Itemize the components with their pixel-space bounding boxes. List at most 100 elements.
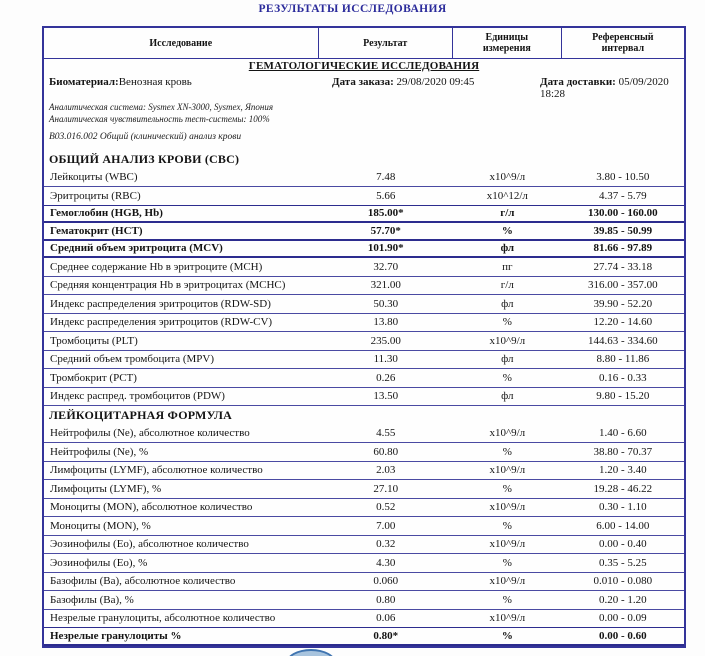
test-code-line: В03.016.002 Общий (клинический) анализ к… — [49, 132, 242, 142]
units-cell: % — [502, 482, 512, 495]
units-cell: x10^9/л — [489, 464, 526, 477]
table-row: Базофилы (Ba), абсолютное количество 0.06… — [44, 573, 684, 591]
result-cell: 11.30 — [373, 353, 398, 366]
test-name-cell: Тромбоциты (PLT) — [50, 334, 138, 347]
table-row: Незрелые гранулоциты, абсолютное количес… — [44, 610, 684, 628]
ref-interval-cell: 1.40 - 6.60 — [599, 427, 647, 440]
table-row: Индекс распределения эритроцитов (RDW-CV… — [44, 314, 684, 332]
units-cell: x10^9/л — [489, 334, 526, 347]
result-cell: 27.10 — [373, 482, 399, 495]
test-name-cell: Базофилы (Ba), % — [50, 593, 134, 606]
ref-interval-cell: 0.00 - 0.09 — [599, 612, 647, 625]
ref-interval-cell: 81.66 - 97.89 — [593, 242, 653, 255]
ref-interval-cell: 19.28 - 46.22 — [593, 482, 653, 495]
ref-interval-cell: 0.20 - 1.20 — [599, 593, 647, 606]
table-row: Незрелые гранулоциты % 0.80*% 0.00 - 0.60 — [44, 627, 684, 646]
test-name-cell: Среднее содержание Hb в эритроците (MCH) — [50, 260, 263, 273]
result-cell: 0.26 — [376, 371, 396, 384]
table-row: Лимфоциты (LYMF), % 27.10% 19.28 - 46.22 — [44, 480, 684, 499]
units-cell: x10^9/л — [489, 538, 526, 551]
table-row: Индекс распределения эритроцитов (RDW-SD… — [44, 295, 684, 314]
test-name-cell: Лейкоциты (WBC) — [50, 171, 138, 184]
ref-interval-cell: 144.63 - 334.60 — [588, 334, 658, 347]
test-name-cell: Лимфоциты (LYMF), % — [50, 482, 162, 495]
test-name-cell: Индекс распределения эритроцитов (RDW-CV… — [50, 316, 273, 329]
units-cell: % — [502, 519, 512, 532]
table-row: Средняя концентрация Hb в эритроцитах (M… — [44, 277, 684, 295]
table-row: Эозинофилы (Eo), абсолютное количество 0.… — [44, 536, 684, 554]
result-cell: 57.70* — [370, 224, 401, 237]
units-cell: x10^9/л — [489, 427, 526, 440]
units-cell: x10^12/л — [486, 189, 528, 202]
units-cell: г/л — [500, 279, 514, 292]
result-cell: 50.30 — [373, 297, 399, 310]
ref-interval-cell: 0.010 - 0.080 — [593, 575, 653, 588]
result-cell: 13.50 — [373, 390, 399, 403]
result-cell: 0.80 — [376, 593, 396, 606]
ref-interval-cell: 9.80 - 15.20 — [596, 390, 650, 403]
test-name-cell: Незрелые гранулоциты, абсолютное количес… — [50, 612, 276, 625]
result-cell: 4.30 — [376, 556, 396, 569]
section-title-hematology: ГЕМАТОЛОГИЧЕСКИЕ ИССЛЕДОВАНИЯ — [248, 60, 480, 72]
result-cell: 4.55 — [376, 427, 396, 440]
table-row: Моноциты (MON), % 7.00% 6.00 - 14.00 — [44, 517, 684, 536]
results-rows: ОБЩИЙ АНАЛИЗ КРОВИ (CBC) Лейкоциты (WBC) 7… — [44, 150, 684, 646]
units-cell: % — [502, 371, 512, 384]
result-cell: 0.52 — [376, 501, 396, 514]
table-row: Тромбоциты (PLT) 235.00 x10^9/л 144.63 - 33… — [44, 332, 684, 351]
ref-interval-cell: 8.80 - 11.86 — [596, 353, 650, 366]
test-name-cell: Индекс распред. тромбоцитов (PDW) — [50, 390, 225, 403]
units-cell: г/л — [500, 207, 515, 220]
table-row: Эозинофилы (Eo), % 4.30% 0.35 - 5.25 — [44, 554, 684, 573]
test-name-cell: Гематокрит (HCT) — [50, 224, 143, 237]
test-name-cell: Гемоглобин (HGB, Hb) — [50, 207, 163, 220]
result-cell: 32.70 — [373, 260, 399, 273]
ref-interval-cell: 6.00 - 14.00 — [596, 519, 650, 532]
delivery-date-label: Дата доставки: — [540, 76, 616, 88]
units-cell: фл — [501, 353, 514, 366]
group-title-leukocyte-formula: ЛЕЙКОЦИТАРНАЯ ФОРМУЛА — [49, 408, 232, 422]
units-cell: x10^9/л — [489, 612, 526, 625]
table-row: Моноциты (MON), абсолютное количество 0.5… — [44, 499, 684, 517]
table-row: Нейтрофилы (Ne), % 60.80% 38.80 - 70.37 — [44, 443, 684, 462]
table-row: Нейтрофилы (Ne), абсолютное количество 4.… — [44, 425, 684, 443]
ref-interval-cell: 27.74 - 33.18 — [593, 260, 653, 273]
delivery-date-field: Дата доставки: 05/09/2020 18:28 — [540, 76, 684, 100]
ref-interval-cell: 1.20 - 3.40 — [599, 464, 647, 477]
ref-interval-cell: 38.80 - 70.37 — [593, 445, 653, 458]
ref-interval-cell: 4.37 - 5.79 — [599, 189, 647, 202]
units-cell: % — [502, 445, 512, 458]
column-header-reference-interval: Референсный интервал — [592, 32, 654, 54]
units-cell: x10^9/л — [489, 171, 526, 184]
order-date-label: Дата заказа: — [332, 76, 394, 88]
test-name-cell: Средний объем эритроцита (MCV) — [50, 242, 223, 255]
column-header-result: Результат — [319, 28, 453, 58]
result-cell: 321.00 — [370, 279, 401, 292]
result-cell: 60.80 — [373, 445, 399, 458]
test-name-cell: Незрелые гранулоциты % — [50, 629, 182, 642]
table-row: Эритроциты (RBC) 5.66 x10^12/л 4.37 - 5.79 — [44, 187, 684, 206]
table-row: Тромбокрит (PCT) 0.26% 0.16 - 0.33 — [44, 369, 684, 388]
test-name-cell: Тромбокрит (PCT) — [50, 371, 137, 384]
stamp-seal — [286, 649, 336, 656]
ref-interval-cell: 0.00 - 0.40 — [599, 538, 647, 551]
result-cell: 7.00 — [376, 519, 396, 532]
units-cell: % — [501, 224, 513, 237]
result-cell: 0.32 — [376, 538, 396, 551]
units-cell: фл — [500, 242, 515, 255]
ref-interval-cell: 0.30 - 1.10 — [599, 501, 647, 514]
table-header-row: Исследование Результат Единицы измерения… — [44, 28, 684, 59]
table-row: Среднее содержание Hb в эритроците (MCH)… — [44, 258, 684, 277]
ref-interval-cell: 12.20 - 14.60 — [593, 316, 653, 329]
biomaterial-label: Биоматериал: — [49, 76, 119, 88]
test-name-cell: Эритроциты (RBC) — [50, 189, 141, 202]
order-date-value: 29/08/2020 09:45 — [396, 76, 475, 88]
table-row: Средний объем эритроцита (MCV) 101.90* фл 8… — [44, 239, 684, 258]
result-cell: 0.060 — [373, 575, 399, 588]
group-title-cbc: ОБЩИЙ АНАЛИЗ КРОВИ (CBC) — [49, 152, 240, 166]
analytical-system-line: Аналитическая система: Sysmex XN-3000, S… — [49, 102, 274, 112]
units-cell: % — [501, 629, 513, 642]
result-cell: 5.66 — [376, 189, 396, 202]
units-cell: x10^9/л — [489, 575, 526, 588]
results-table: Исследование Результат Единицы измерения… — [42, 26, 686, 648]
